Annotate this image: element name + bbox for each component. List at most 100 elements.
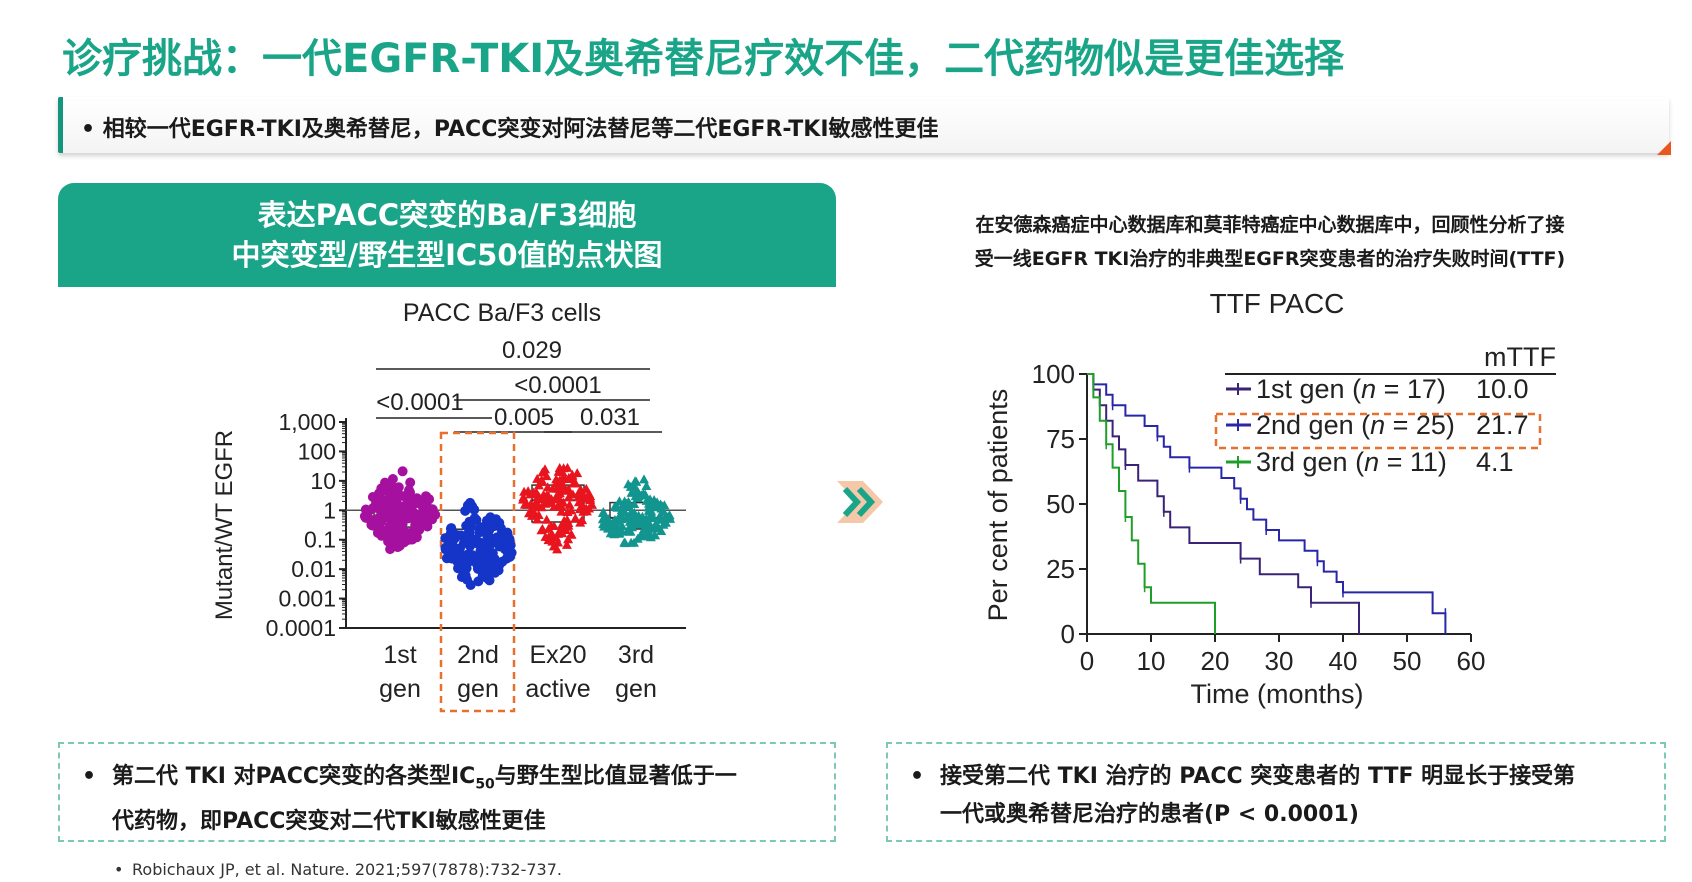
dotplot-point <box>462 529 473 540</box>
dotplot-point <box>605 528 616 538</box>
dotplot-point <box>485 559 496 570</box>
dotplot-point <box>504 549 515 560</box>
dotplot-point <box>465 540 476 551</box>
dotplot-point <box>564 485 575 495</box>
dotplot-point <box>453 563 463 574</box>
note-left: • 第二代 TKI 对PACC突变的各类型IC50与野生型比值显著低于一 代药物… <box>58 742 836 842</box>
note-left-text-a: 第二代 TKI 对PACC突变的各类型IC <box>112 764 476 789</box>
dotplot-point <box>440 544 451 555</box>
dotplot-point <box>573 497 584 507</box>
dotplot-point <box>538 491 549 501</box>
dotplot-ylabel: Mutant/WT EGFR <box>211 430 238 620</box>
dotplot-point <box>566 529 577 539</box>
dotplot-point <box>656 526 667 535</box>
dotplot-point <box>411 512 422 523</box>
dotplot-point <box>624 513 635 523</box>
dotplot-point <box>374 525 385 536</box>
dotplot-point <box>541 471 552 481</box>
dotplot-point <box>411 531 422 542</box>
note-left-text-b: 与野生型比值显著低于一 <box>494 764 737 789</box>
dotplot-point <box>472 563 483 574</box>
dotplot-point <box>532 514 543 524</box>
dotplot-point <box>629 507 640 517</box>
dotplot-point <box>572 468 583 478</box>
dotplot-point <box>488 521 499 532</box>
dotplot-point <box>564 499 575 509</box>
dotplot-point <box>557 528 568 538</box>
dotplot-ytick-label: 100 <box>298 438 336 464</box>
reference-bullet: • <box>114 860 124 879</box>
dotplot-point <box>554 463 565 472</box>
dotplot-point <box>379 508 390 519</box>
dotplot-point <box>410 498 421 509</box>
dotplot-point <box>620 538 631 548</box>
dotplot-point <box>384 533 395 543</box>
dotplot-point <box>612 502 623 512</box>
dotplot-point <box>391 527 402 538</box>
dotplot-point <box>474 527 485 538</box>
dotplot-point <box>541 514 552 524</box>
dotplot-point <box>553 493 564 503</box>
dotplot-point <box>536 475 547 485</box>
dotplot-point <box>563 534 574 544</box>
note-right-bullet: • <box>910 764 925 789</box>
right-caption-line2: 受一线EGFR TKI治疗的非典型EGFR突变患者的治疗失败时间(TTF) <box>974 248 1566 270</box>
dotplot-point <box>645 511 656 520</box>
dotplot-point <box>619 507 630 516</box>
dotplot-point <box>446 553 457 564</box>
dotplot-category-label: 1st <box>383 641 416 669</box>
dotplot-point <box>552 488 563 498</box>
dotplot-point <box>424 494 435 505</box>
dotplot-point <box>610 519 620 529</box>
dotplot-title: PACC Ba/F3 cells <box>403 299 601 327</box>
dotplot-point <box>367 492 378 502</box>
dotplot-category-label: 3rd <box>618 641 654 669</box>
dotplot-point <box>625 520 636 530</box>
dotplot-point <box>394 535 405 546</box>
dotplot-point <box>556 501 567 511</box>
dotplot-category-label: gen <box>379 675 421 703</box>
dotplot-ytick-label: 0.001 <box>278 586 336 612</box>
dotplot-point <box>462 549 473 560</box>
dotplot-point <box>558 481 569 491</box>
note-left-line2: 代药物，即PACC突变对二代TKI敏感性更佳 <box>112 809 546 835</box>
slide-title: 诊疗挑战：一代EGFR-TKI及奥希替尼疗效不佳，二代药物似是更佳选择 <box>62 36 1345 82</box>
dotplot-point <box>639 524 650 534</box>
dotplot-point <box>393 510 404 521</box>
dotplot-point <box>577 488 588 498</box>
dotplot-category-label: 2nd <box>457 641 499 669</box>
dotplot-significance-label: 0.031 <box>580 404 640 431</box>
dotplot-point <box>398 491 409 502</box>
dotplot-ytick-label: 10 <box>310 468 336 494</box>
dotplot-point <box>397 519 408 530</box>
dotplot-point <box>556 520 567 530</box>
dotplot-point <box>641 481 652 490</box>
dotplot-point <box>551 483 562 493</box>
dotplot-point <box>559 515 570 525</box>
dotplot-point <box>630 476 641 486</box>
dotplot-point <box>561 539 572 549</box>
right-caption: 在安德森癌症中心数据库和莫菲特癌症中心数据库中，回顾性分析了接 受一线EGFR … <box>880 208 1660 276</box>
dotplot-point <box>656 503 667 513</box>
dotplot-point <box>650 522 661 532</box>
dotplot-point <box>397 466 408 477</box>
dotplot-point <box>364 505 374 516</box>
dotplot-point <box>552 544 563 554</box>
dotplot-point <box>405 477 416 488</box>
double-chevron-right-icon <box>837 481 883 523</box>
dotplot-point <box>546 521 557 530</box>
dotplot-significance-label: 0.005 <box>494 404 554 431</box>
dotplot-point <box>493 537 503 547</box>
dotplot-point <box>563 520 574 530</box>
dotplot-point <box>570 513 581 523</box>
dotplot-point <box>623 479 634 489</box>
subtitle-bar: • 相较一代EGFR-TKI及奥希替尼，PACC突变对阿法替尼等二代EGFR-T… <box>58 97 1671 155</box>
dotplot-point <box>529 502 540 512</box>
dotplot-point <box>422 521 433 532</box>
dotplot-point <box>480 568 491 579</box>
dotplot-point <box>636 529 647 539</box>
dotplot-point <box>581 503 592 513</box>
dotplot-point <box>487 548 498 559</box>
dotplot-point <box>493 565 504 576</box>
